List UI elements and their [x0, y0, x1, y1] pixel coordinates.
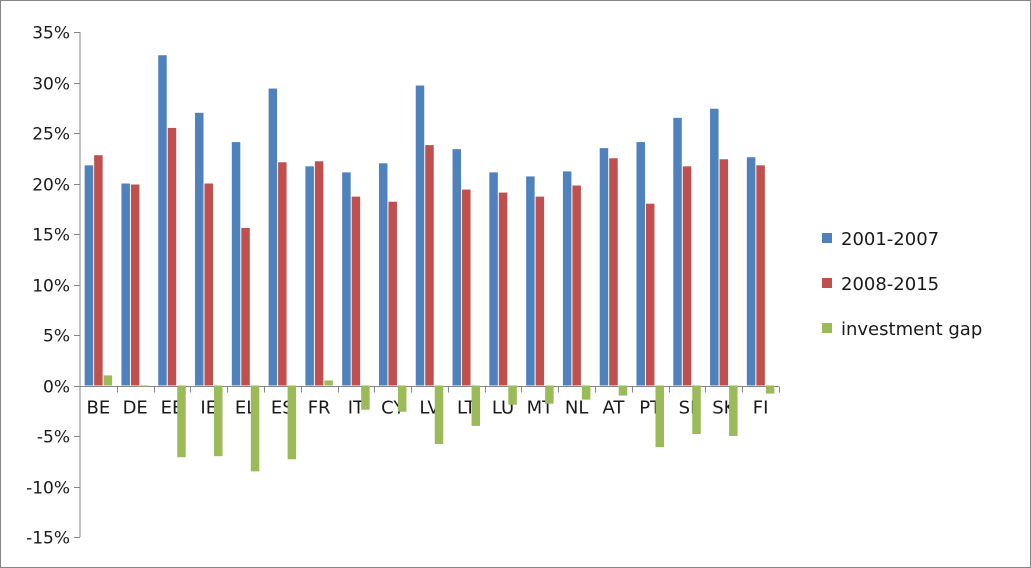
y-tick-label: 5%: [43, 327, 70, 347]
bar-mt-series-1: [526, 176, 535, 386]
bar-sk-series-3: [729, 385, 738, 436]
legend-label: 2008-2015: [841, 274, 939, 295]
bar-be-series-2: [94, 155, 103, 386]
bar-pt-series-1: [636, 142, 645, 386]
x-category-label: AT: [602, 398, 625, 419]
bar-ee-series-1: [158, 55, 167, 386]
bar-fr-series-2: [314, 161, 324, 386]
y-tick-label: 20%: [32, 176, 70, 196]
x-category-label: IT: [348, 398, 365, 419]
bar-pt-series-2: [645, 203, 655, 386]
x-category-label: DE: [123, 398, 148, 419]
bar-el-series-2: [241, 227, 250, 386]
legend-swatch: [822, 278, 832, 288]
bar-lt-series-1: [452, 149, 462, 386]
bar-be-series-3: [103, 375, 113, 386]
y-tick-label: 10%: [32, 277, 70, 297]
bar-nl-series-2: [572, 185, 581, 386]
bar-si-series-2: [682, 166, 692, 386]
bar-sk-series-1: [710, 108, 719, 386]
y-tick-label: -5%: [37, 428, 70, 448]
bar-fi-series-1: [746, 157, 756, 386]
bar-ie-series-1: [195, 112, 204, 386]
bar-fi-series-2: [756, 165, 765, 386]
y-tick-label: 25%: [32, 125, 70, 145]
bar-lv-series-3: [434, 385, 444, 445]
y-axis: -15% -10% -5% 0% 5% 10% 15% 20% 25% 30% 35%: [26, 24, 81, 549]
bar-lv-series-1: [415, 85, 425, 386]
x-category-label: FI: [753, 398, 769, 419]
bar-ee-series-3: [177, 385, 186, 458]
y-tick-label: 30%: [32, 75, 70, 95]
bar-pt-series-3: [655, 385, 664, 448]
bar-si-series-1: [673, 117, 682, 386]
legend-label: investment gap: [841, 319, 982, 340]
bar-it-series-1: [342, 172, 351, 386]
bar-cy-series-1: [378, 163, 388, 386]
bar-lu-series-3: [508, 385, 517, 405]
y-tick-label: -15%: [26, 529, 70, 549]
bar-cy-series-2: [388, 201, 397, 386]
bar-mt-series-2: [535, 196, 545, 386]
bar-at-series-1: [599, 148, 609, 386]
bar-be-series-1: [84, 165, 94, 386]
bar-lt-series-3: [471, 385, 481, 426]
bar-ie-series-3: [214, 385, 223, 457]
x-category-label: FR: [308, 398, 331, 419]
bar-es-series-3: [287, 385, 297, 460]
bar-si-series-3: [692, 385, 701, 434]
bar-sk-series-2: [719, 159, 729, 386]
x-category-label: NL: [565, 398, 589, 419]
bar-mt-series-3: [545, 385, 554, 404]
bar-el-series-3: [250, 385, 260, 472]
legend: 2001-2007 2008-2015 investment gap: [822, 229, 982, 340]
bar-cy-series-3: [397, 385, 407, 412]
bar-lv-series-2: [425, 145, 434, 386]
legend-swatch: [822, 323, 832, 333]
bar-lt-series-2: [462, 189, 471, 386]
y-tick-label: 35%: [32, 24, 70, 44]
x-category-label: BE: [87, 398, 111, 419]
bar-fr-series-3: [324, 380, 333, 386]
bar-nl-series-3: [581, 385, 591, 400]
bar-ie-series-2: [204, 183, 214, 386]
y-tick-label: 15%: [32, 226, 70, 246]
legend-label: 2001-2007: [841, 229, 939, 250]
bar-de-series-3: [140, 385, 149, 387]
bar-it-series-3: [361, 385, 370, 410]
legend-swatch: [822, 233, 832, 243]
bar-it-series-2: [351, 196, 361, 386]
bar-es-series-2: [278, 162, 287, 386]
bar-fi-series-3: [765, 385, 775, 394]
bar-de-series-1: [121, 183, 130, 386]
bar-lu-series-1: [489, 172, 498, 386]
bar-fr-series-1: [305, 166, 314, 386]
y-tick-label: 0%: [43, 378, 70, 398]
bar-lu-series-2: [498, 192, 508, 386]
bar-el-series-1: [231, 142, 241, 386]
bar-at-series-3: [618, 385, 628, 396]
bars: [84, 55, 775, 472]
bar-de-series-2: [130, 184, 140, 386]
bar-es-series-1: [268, 88, 278, 386]
bar-at-series-2: [609, 158, 618, 386]
x-category-label: SI: [679, 398, 696, 419]
bar-nl-series-1: [562, 171, 572, 386]
y-tick-label: -10%: [26, 479, 70, 499]
bar-ee-series-2: [167, 127, 177, 386]
x-category-label: IE: [200, 398, 217, 419]
